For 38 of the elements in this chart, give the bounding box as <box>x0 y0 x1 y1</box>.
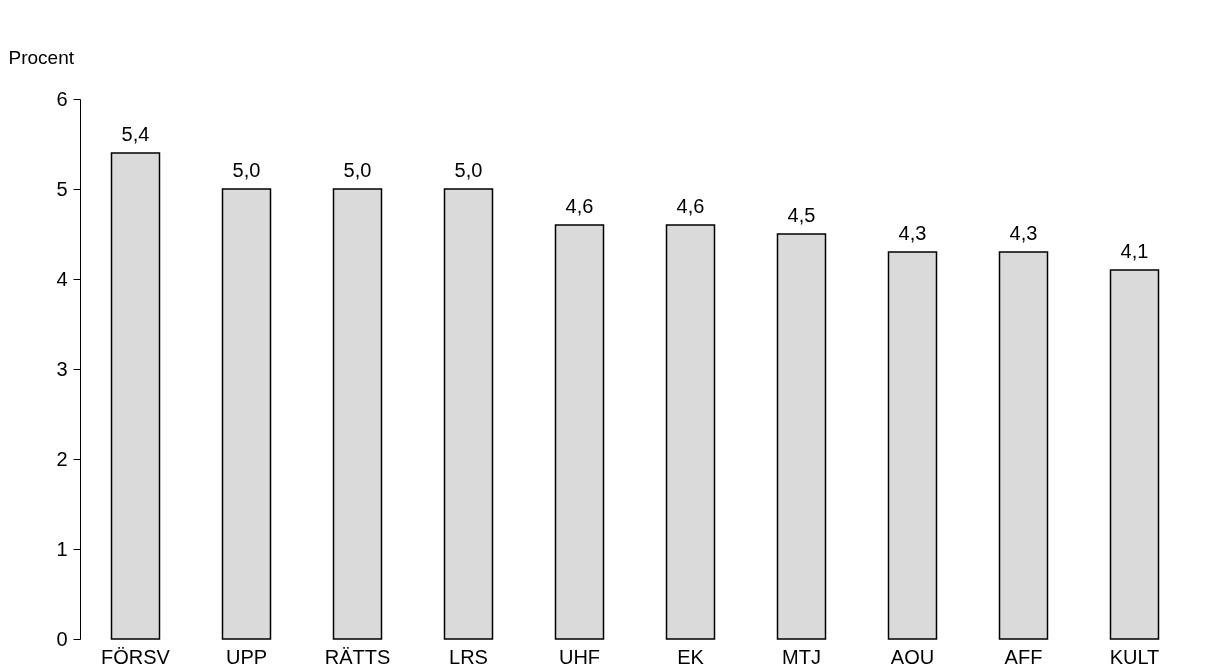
x-tick-label: FÖRSV <box>101 645 171 668</box>
x-tick-label: AOU <box>890 645 935 668</box>
data-label: 4,1 <box>1120 240 1149 262</box>
data-label: 5,0 <box>343 159 372 181</box>
bar <box>443 188 494 640</box>
x-tick-label: UHF <box>558 645 601 668</box>
y-tick-label: 2 <box>56 447 68 470</box>
y-axis-title: Procent <box>8 46 75 68</box>
y-tick-label: 3 <box>56 357 68 380</box>
x-tick-label: AFF <box>1004 645 1043 668</box>
data-label: 4,3 <box>1009 222 1038 244</box>
bar <box>887 251 938 640</box>
y-tick-label: 4 <box>56 267 68 290</box>
bar <box>998 251 1049 640</box>
bar <box>1109 269 1160 640</box>
data-label: 5,4 <box>121 123 150 145</box>
data-label: 4,5 <box>787 204 816 226</box>
bar <box>776 233 827 640</box>
data-label: 4,6 <box>676 195 705 217</box>
y-tick-label: 5 <box>56 177 68 200</box>
x-tick-label: EK <box>677 645 705 668</box>
x-tick-label: MTJ <box>782 645 821 668</box>
x-tick-label: UPP <box>225 645 268 668</box>
bar <box>554 224 605 640</box>
data-label: 5,0 <box>454 159 483 181</box>
bar <box>665 224 716 640</box>
y-tick-label: 1 <box>56 537 68 560</box>
data-label: 4,3 <box>898 222 927 244</box>
x-tick-label: KULT <box>1109 645 1160 668</box>
data-label: 4,6 <box>565 195 594 217</box>
bar <box>332 188 383 640</box>
x-tick-label: RÄTTS <box>324 645 391 668</box>
y-tick-label: 0 <box>56 627 68 650</box>
y-tick-label: 6 <box>56 87 68 110</box>
bar <box>221 188 272 640</box>
bar <box>110 152 161 640</box>
x-tick-label: LRS <box>449 645 488 668</box>
data-label: 5,0 <box>232 159 261 181</box>
